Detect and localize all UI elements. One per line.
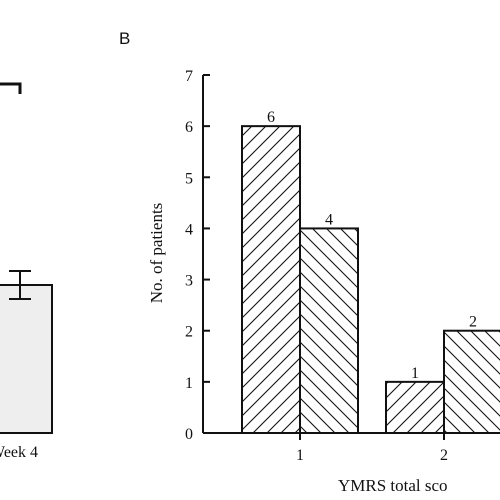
y-tick-label: 2 xyxy=(185,324,193,341)
bar-value-label: 6 xyxy=(267,109,275,126)
plot-area: 0 1 2 3 4 5 6 7 1 6 4 2 1 2 xyxy=(185,68,500,464)
y-tick-label: 0 xyxy=(185,426,193,443)
panel-a-bar xyxy=(0,284,53,434)
bar xyxy=(385,380,445,435)
panel-b-label: B xyxy=(119,29,130,48)
panel-b: B No. of patients YMRS total sco 0 1 2 3 4 5 6… xyxy=(119,29,500,495)
bar xyxy=(443,329,500,435)
panel-a: Week 4 xyxy=(0,82,53,461)
panel-a-fragment-mark xyxy=(0,82,22,94)
x-tick-label: 2 xyxy=(440,447,448,464)
x-tick-label: 1 xyxy=(296,447,304,464)
y-axis-title: No. of patients xyxy=(147,203,166,304)
panel-a-x-tick-label: Week 4 xyxy=(0,444,38,461)
bar xyxy=(241,125,301,435)
y-tick-label: 5 xyxy=(185,170,193,187)
y-tick-label: 3 xyxy=(185,273,193,290)
y-tick-label: 4 xyxy=(185,221,193,238)
y-tick-label: 1 xyxy=(185,375,193,392)
bar xyxy=(299,227,359,434)
bar-value-label: 2 xyxy=(469,314,477,331)
bar-value-label: 4 xyxy=(325,211,333,228)
x-axis-title: YMRS total sco xyxy=(338,476,448,495)
y-tick-label: 7 xyxy=(185,68,193,85)
bar-value-label: 1 xyxy=(411,365,419,382)
y-tick-label: 6 xyxy=(185,119,193,136)
